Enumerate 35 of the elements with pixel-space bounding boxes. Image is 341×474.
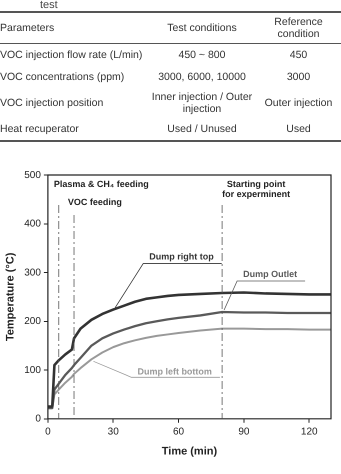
text: VOC injection flow rate (L/min) <box>0 48 144 63</box>
text: Inner injection / Outer injection <box>150 90 254 117</box>
text: VOC injection position <box>0 96 104 111</box>
text: Outer injection <box>264 96 334 111</box>
text: VOC concentrations (ppm) <box>0 70 126 85</box>
x-tick-label: 90 <box>238 426 250 438</box>
y-tick-label: 500 <box>24 170 42 181</box>
ref-line-label: Plasma & CH₄ feeding <box>54 179 149 189</box>
text: 450 <box>288 48 308 63</box>
text: Dump left bottom <box>137 366 212 376</box>
text: Reference condition <box>256 13 341 44</box>
text: 3000 <box>286 70 312 85</box>
x-tick-label: 0 <box>45 426 52 438</box>
y-tick-label: 400 <box>24 218 42 230</box>
y-tick-label: 300 <box>24 267 42 278</box>
x-axis-title: Time (min) <box>162 445 218 458</box>
y-axis-title: Temperature (°C) <box>4 252 17 342</box>
x-tick-label: 120 <box>300 426 318 438</box>
x-tick-label: 30 <box>108 426 120 438</box>
text: Parameters <box>0 13 148 44</box>
text: 3000, 6000, 10000 <box>157 70 247 85</box>
y-tick-label: 200 <box>24 316 42 328</box>
text: 450 ~ 800 <box>177 48 226 63</box>
text: Test conditions <box>148 13 256 44</box>
ref-line-label: VOC feeding <box>68 197 122 207</box>
text: Used / Unused <box>166 122 238 137</box>
text: test <box>39 0 59 11</box>
ref-line-label: Starting point for experminent <box>222 179 290 199</box>
y-tick-label: 100 <box>24 364 42 376</box>
text: Dump right top <box>149 252 214 262</box>
text: Dump Outlet <box>243 269 298 280</box>
x-tick-label: 60 <box>172 426 185 438</box>
text: Heat recuperator <box>0 122 80 137</box>
y-tick-label: 0 <box>35 414 42 425</box>
text: Used <box>285 122 312 137</box>
